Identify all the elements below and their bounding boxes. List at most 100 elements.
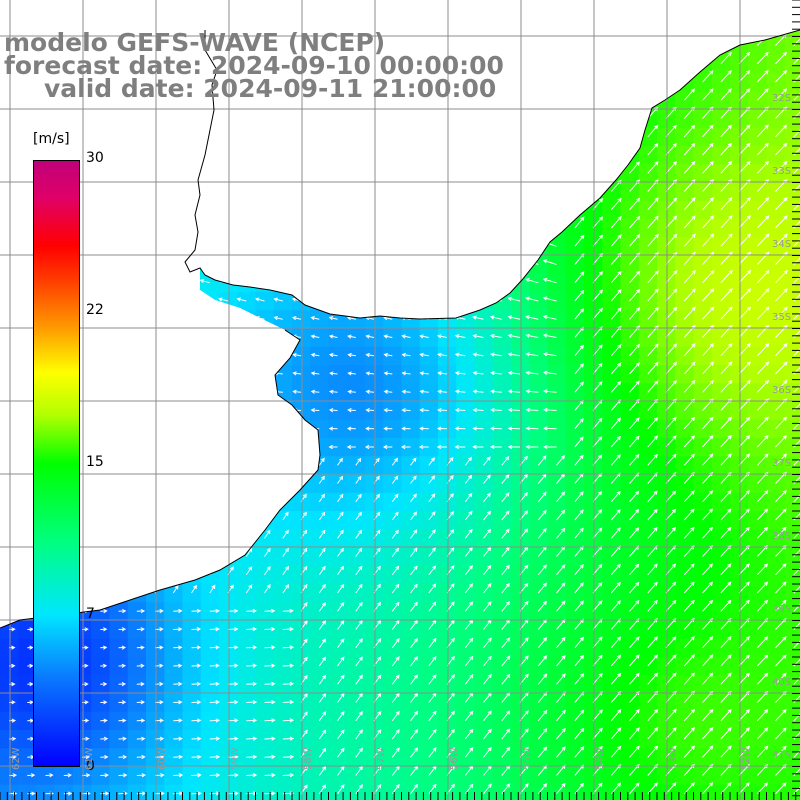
- wind-arrow: [507, 444, 521, 450]
- speed-cell: [292, 748, 311, 768]
- speed-cell: [328, 419, 348, 439]
- wind-arrow: [756, 51, 769, 65]
- speed-cell: [584, 730, 603, 749]
- wind-arrow: [136, 718, 146, 723]
- speed-cell: [711, 273, 731, 293]
- speed-cell: [492, 766, 512, 786]
- speed-cell: [711, 693, 731, 713]
- speed-cell: [657, 127, 676, 147]
- wind-arrow: [592, 672, 603, 685]
- speed-cell: [620, 693, 640, 713]
- wind-arrow: [318, 711, 327, 722]
- speed-cell: [547, 419, 567, 439]
- wind-arrow: [592, 709, 603, 722]
- wind-arrow: [472, 389, 484, 394]
- wind-arrow: [683, 654, 695, 667]
- speed-cell: [620, 620, 640, 640]
- speed-cell: [255, 584, 275, 603]
- wind-arrow: [702, 361, 715, 375]
- speed-cell: [438, 584, 457, 603]
- speed-cell: [365, 693, 384, 713]
- speed-cell: [438, 657, 457, 676]
- wind-arrow: [118, 773, 128, 778]
- speed-cell: [292, 711, 311, 731]
- speed-cell: [657, 748, 676, 768]
- speed-cell: [711, 474, 731, 494]
- speed-cell: [273, 565, 293, 585]
- wind-arrow: [483, 474, 491, 484]
- wind-arrow: [483, 564, 492, 576]
- wind-arrow: [310, 352, 320, 358]
- speed-cell: [419, 657, 439, 676]
- speed-cell: [638, 456, 658, 476]
- speed-cell: [492, 602, 512, 622]
- wind-arrow: [282, 663, 295, 668]
- wind-arrow: [665, 233, 678, 247]
- speed-cell: [693, 711, 713, 731]
- wind-arrow: [355, 457, 362, 466]
- speed-cell: [584, 383, 603, 403]
- wind-arrow: [410, 619, 418, 630]
- speed-cell: [711, 109, 731, 129]
- speed-cell: [602, 730, 622, 749]
- speed-cell: [784, 419, 800, 439]
- wind-arrow: [391, 674, 400, 685]
- speed-cell: [310, 675, 330, 695]
- longitude-label: 58W: [303, 747, 314, 770]
- speed-cell: [346, 529, 366, 549]
- wind-arrow: [318, 565, 326, 576]
- wind-arrow: [720, 745, 732, 758]
- speed-cell: [602, 219, 622, 238]
- wind-arrow: [702, 233, 715, 247]
- speed-cell: [748, 511, 768, 530]
- speed-cell: [292, 365, 311, 384]
- speed-cell: [675, 620, 695, 640]
- wind-arrow: [436, 334, 448, 339]
- wind-arrow: [292, 371, 302, 376]
- speed-cell: [620, 438, 640, 457]
- wind-arrow: [756, 526, 769, 539]
- wind-arrow: [118, 736, 127, 741]
- speed-cell: [511, 310, 530, 330]
- wind-arrow: [756, 508, 769, 521]
- speed-cell: [547, 602, 567, 622]
- wind-arrow: [464, 673, 474, 685]
- speed-cell: [766, 657, 786, 676]
- wind-arrow: [501, 582, 510, 594]
- wind-arrow: [592, 197, 604, 211]
- speed-cell: [766, 766, 786, 786]
- speed-cell: [438, 565, 457, 585]
- speed-cell: [730, 584, 749, 603]
- speed-cell: [784, 730, 800, 749]
- speed-cell: [693, 474, 713, 494]
- speed-cell: [492, 730, 512, 749]
- speed-cell: [748, 255, 768, 275]
- wind-arrow: [556, 454, 566, 466]
- wind-arrow: [525, 444, 539, 450]
- wind-arrow: [355, 565, 363, 576]
- wind-arrow: [310, 371, 320, 376]
- speed-cell: [748, 146, 768, 165]
- speed-cell: [638, 273, 658, 293]
- wind-arrow: [537, 509, 547, 521]
- wind-arrow: [391, 565, 400, 576]
- speed-cell: [584, 273, 603, 293]
- wind-arrow: [490, 426, 502, 431]
- wind-arrow: [410, 783, 419, 795]
- speed-cell: [346, 438, 366, 457]
- speed-cell: [748, 365, 768, 384]
- wind-arrow: [574, 344, 585, 357]
- wind-arrow: [337, 711, 345, 722]
- speed-cell: [91, 784, 111, 800]
- speed-cell: [730, 474, 749, 494]
- wind-arrow: [665, 727, 677, 740]
- speed-cell: [438, 730, 457, 749]
- wind-arrow: [410, 547, 418, 557]
- wind-arrow: [556, 654, 566, 667]
- speed-cell: [730, 182, 749, 202]
- wind-arrow: [391, 493, 399, 503]
- speed-cell: [365, 784, 384, 800]
- wind-arrow: [246, 700, 258, 705]
- speed-cell: [529, 401, 549, 421]
- latitude-label: 32S: [772, 93, 792, 104]
